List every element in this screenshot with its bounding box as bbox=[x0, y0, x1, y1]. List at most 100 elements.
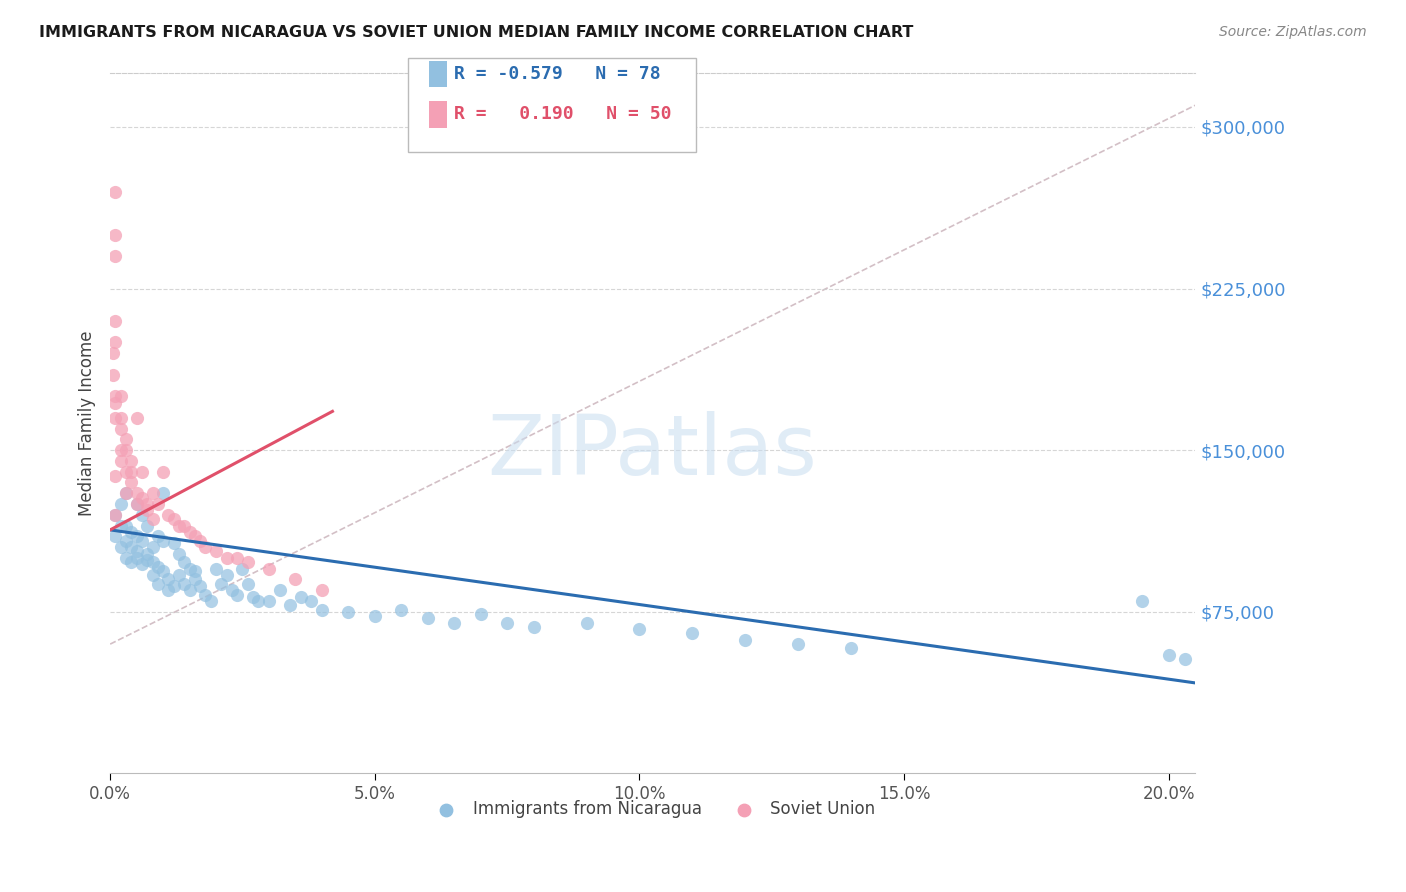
Point bbox=[125, 544, 148, 558]
Point bbox=[1130, 594, 1153, 608]
Point bbox=[110, 421, 132, 435]
Point bbox=[628, 622, 651, 636]
Point bbox=[104, 410, 127, 425]
Point bbox=[184, 564, 207, 578]
Y-axis label: Median Family Income: Median Family Income bbox=[79, 330, 96, 516]
Point bbox=[104, 389, 127, 403]
Point bbox=[236, 576, 259, 591]
Point bbox=[101, 346, 124, 360]
Point bbox=[131, 491, 153, 505]
Legend: Immigrants from Nicaragua, Soviet Union: Immigrants from Nicaragua, Soviet Union bbox=[423, 793, 882, 824]
Point bbox=[115, 533, 138, 548]
Point bbox=[311, 583, 333, 598]
Point bbox=[110, 443, 132, 458]
Point bbox=[120, 475, 142, 490]
Point bbox=[152, 465, 174, 479]
Point bbox=[104, 508, 127, 522]
Point bbox=[141, 486, 163, 500]
Point bbox=[110, 497, 132, 511]
Point bbox=[242, 590, 264, 604]
Point bbox=[284, 573, 307, 587]
Point bbox=[120, 555, 142, 569]
Point bbox=[131, 465, 153, 479]
Point bbox=[167, 518, 190, 533]
Point bbox=[839, 641, 862, 656]
Point bbox=[226, 588, 249, 602]
Point bbox=[110, 389, 132, 403]
Point bbox=[215, 550, 238, 565]
Point bbox=[179, 524, 201, 539]
Point bbox=[120, 540, 142, 554]
Point bbox=[157, 573, 180, 587]
Point bbox=[299, 594, 322, 608]
Point bbox=[104, 335, 127, 350]
Point bbox=[120, 465, 142, 479]
Point bbox=[152, 533, 174, 548]
Point bbox=[104, 508, 127, 522]
Point bbox=[194, 540, 217, 554]
Point bbox=[163, 536, 186, 550]
Point bbox=[141, 540, 163, 554]
Point bbox=[141, 512, 163, 526]
Point bbox=[157, 583, 180, 598]
Point bbox=[681, 626, 703, 640]
Point bbox=[364, 609, 387, 624]
Point bbox=[101, 368, 124, 382]
Point bbox=[221, 583, 243, 598]
Point bbox=[146, 576, 169, 591]
Point bbox=[115, 433, 138, 447]
Point bbox=[136, 518, 159, 533]
Text: R =   0.190   N = 50: R = 0.190 N = 50 bbox=[454, 105, 672, 123]
Point bbox=[167, 568, 190, 582]
Point bbox=[257, 562, 280, 576]
Point bbox=[231, 562, 253, 576]
Point bbox=[125, 486, 148, 500]
Point bbox=[104, 185, 127, 199]
Point bbox=[236, 555, 259, 569]
Point bbox=[209, 576, 232, 591]
Point bbox=[104, 249, 127, 263]
Text: Source: ZipAtlas.com: Source: ZipAtlas.com bbox=[1219, 25, 1367, 39]
Point bbox=[184, 573, 207, 587]
Point bbox=[152, 486, 174, 500]
Point bbox=[205, 562, 228, 576]
Point bbox=[194, 588, 217, 602]
Point bbox=[146, 529, 169, 543]
Point bbox=[115, 550, 138, 565]
Point bbox=[257, 594, 280, 608]
Point bbox=[131, 508, 153, 522]
Point bbox=[125, 497, 148, 511]
Point bbox=[131, 533, 153, 548]
Point bbox=[115, 518, 138, 533]
Point bbox=[146, 559, 169, 574]
Point bbox=[163, 512, 186, 526]
Point bbox=[104, 314, 127, 328]
Point bbox=[575, 615, 598, 630]
Point bbox=[104, 395, 127, 409]
Point bbox=[115, 465, 138, 479]
Point bbox=[163, 579, 186, 593]
Point bbox=[167, 547, 190, 561]
Point bbox=[104, 227, 127, 242]
Text: IMMIGRANTS FROM NICARAGUA VS SOVIET UNION MEDIAN FAMILY INCOME CORRELATION CHART: IMMIGRANTS FROM NICARAGUA VS SOVIET UNIO… bbox=[39, 25, 914, 40]
Point bbox=[125, 550, 148, 565]
Point bbox=[104, 469, 127, 483]
Point bbox=[136, 547, 159, 561]
Point bbox=[337, 605, 360, 619]
Point bbox=[215, 568, 238, 582]
Point bbox=[311, 602, 333, 616]
Point bbox=[120, 454, 142, 468]
Point bbox=[146, 497, 169, 511]
Point bbox=[278, 599, 301, 613]
Point bbox=[136, 553, 159, 567]
Point bbox=[179, 562, 201, 576]
Point bbox=[269, 583, 291, 598]
Point bbox=[443, 615, 465, 630]
Point bbox=[152, 564, 174, 578]
Point bbox=[389, 602, 412, 616]
Point bbox=[290, 590, 312, 604]
Point bbox=[1157, 648, 1180, 662]
Point bbox=[226, 550, 249, 565]
Point bbox=[115, 486, 138, 500]
Point bbox=[120, 524, 142, 539]
